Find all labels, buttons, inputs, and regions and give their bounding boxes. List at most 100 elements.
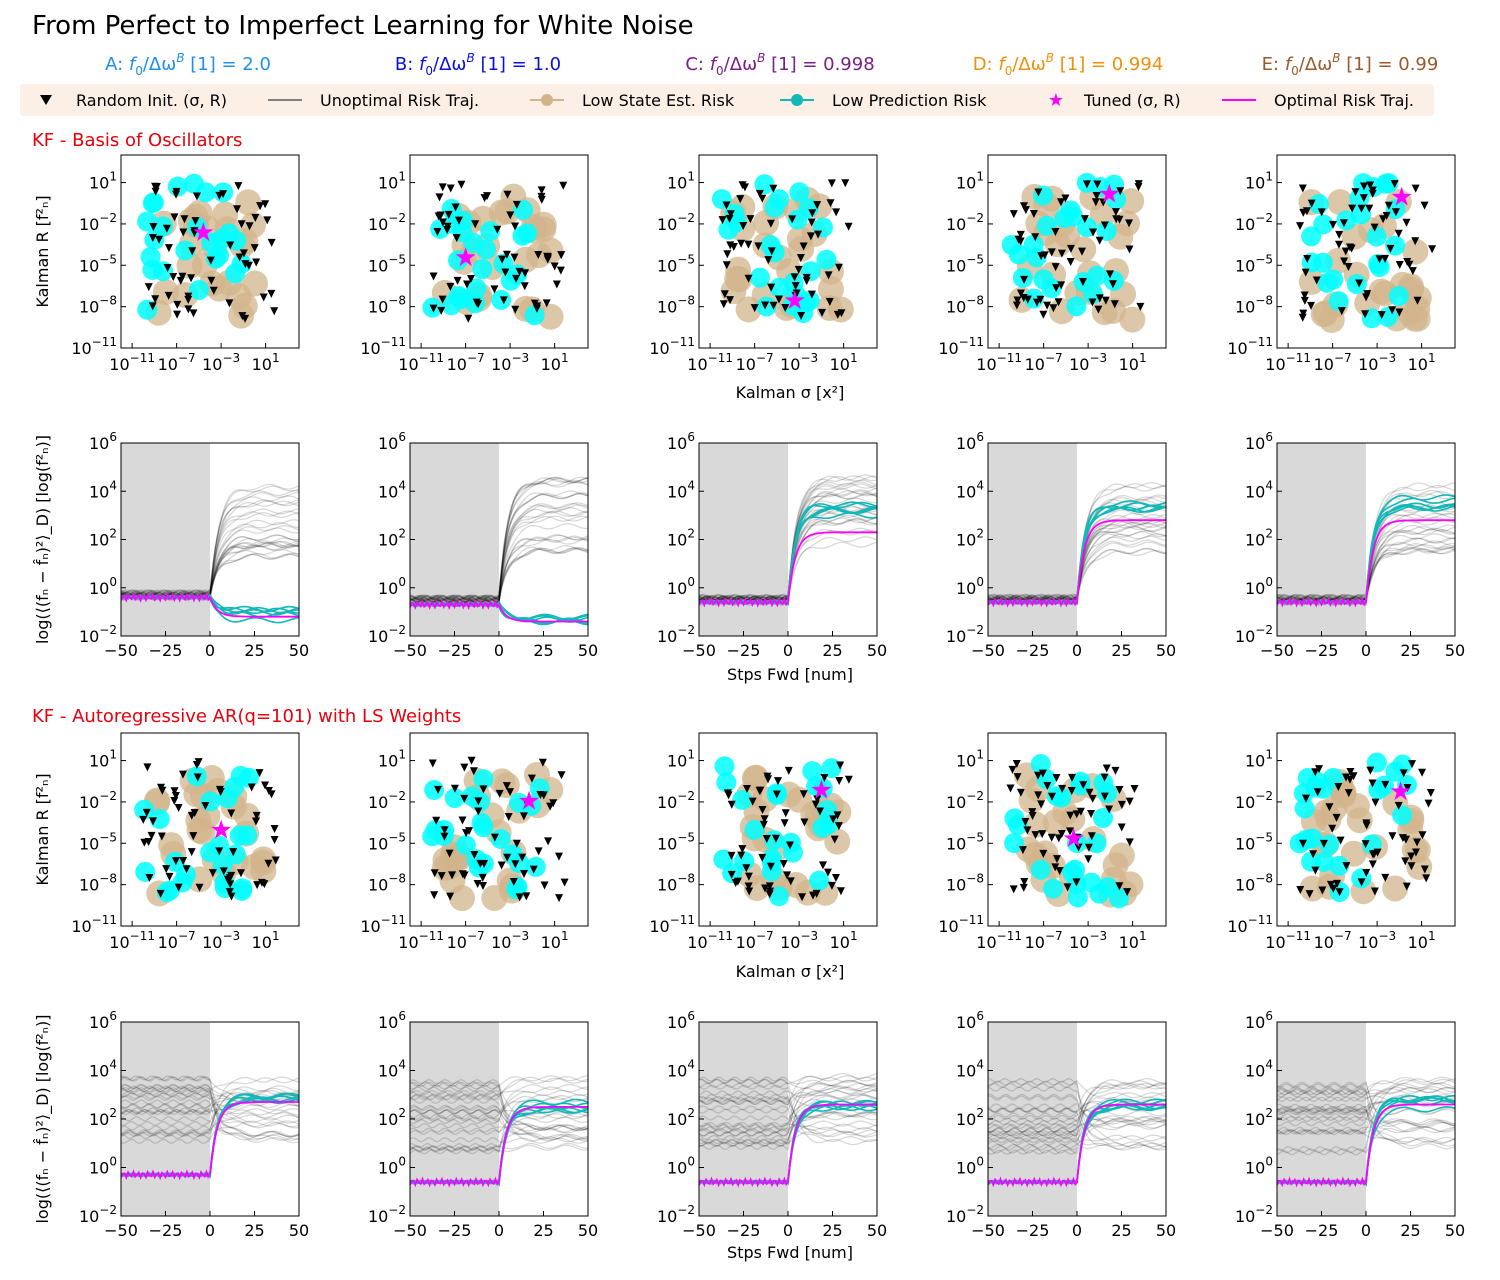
random-init-marker bbox=[1344, 263, 1353, 272]
legend-label: Unoptimal Risk Traj. bbox=[320, 91, 479, 110]
y-tick-label: 104 bbox=[956, 1058, 984, 1081]
low-prediction-risk-marker bbox=[821, 758, 842, 779]
random-init-marker bbox=[238, 312, 247, 321]
y-tick-label: 106 bbox=[667, 430, 695, 453]
x-tick-label: 10−11 bbox=[976, 351, 1022, 374]
random-init-marker bbox=[527, 774, 536, 783]
random-init-marker bbox=[1016, 788, 1025, 797]
unoptimal-traj bbox=[410, 1075, 588, 1087]
random-init-marker bbox=[164, 291, 173, 300]
random-init-marker bbox=[1102, 764, 1111, 773]
y-tick-label: 10−2 bbox=[1235, 1203, 1273, 1226]
random-init-marker bbox=[1108, 280, 1117, 289]
low-prediction-risk-marker bbox=[466, 278, 487, 299]
random-init-marker bbox=[823, 868, 832, 877]
random-init-marker bbox=[493, 225, 502, 234]
y-tick-label: 104 bbox=[667, 1058, 695, 1081]
random-init-marker bbox=[437, 872, 446, 881]
random-init-marker bbox=[173, 310, 182, 319]
low-prediction-risk-marker bbox=[1378, 172, 1399, 193]
x-tick-label: 101 bbox=[252, 929, 280, 952]
random-init-marker bbox=[790, 273, 799, 282]
random-init-marker bbox=[171, 857, 180, 866]
low-prediction-risk-marker bbox=[472, 259, 493, 280]
y-tick-label: 100 bbox=[956, 1155, 984, 1178]
random-init-marker bbox=[170, 213, 179, 222]
y-tick-label: 10−2 bbox=[79, 623, 117, 646]
random-init-marker bbox=[1043, 301, 1052, 310]
unoptimal-traj bbox=[1277, 1082, 1455, 1156]
x-tick-label: 0 bbox=[205, 641, 215, 660]
random-init-marker bbox=[234, 182, 243, 191]
unoptimal-traj bbox=[988, 1082, 1166, 1147]
random-init-marker bbox=[835, 776, 844, 785]
random-init-marker bbox=[143, 763, 152, 772]
x-tick-label: 101 bbox=[541, 929, 569, 952]
low-prediction-risk-marker bbox=[1293, 783, 1314, 804]
random-init-marker bbox=[827, 179, 836, 188]
y-tick-label: 101 bbox=[378, 748, 406, 771]
y-tick-label: 10−8 bbox=[1235, 872, 1273, 895]
random-init-marker bbox=[755, 786, 764, 795]
random-init-marker bbox=[1012, 301, 1021, 310]
low-prediction-risk-marker bbox=[1082, 283, 1103, 304]
unoptimal-traj bbox=[699, 1097, 877, 1121]
low-prediction-risk-marker bbox=[1061, 862, 1082, 883]
random-init-marker bbox=[1345, 775, 1354, 784]
random-init-marker bbox=[1116, 187, 1125, 196]
y-tick-label: 10−5 bbox=[657, 252, 695, 275]
random-init-marker bbox=[1023, 826, 1032, 835]
x-tick-label: 50 bbox=[1156, 641, 1176, 660]
random-init-marker bbox=[560, 878, 569, 887]
random-init-marker bbox=[1329, 220, 1338, 229]
axes-frame bbox=[120, 154, 300, 349]
x-tick-label: 0 bbox=[783, 1221, 793, 1240]
x-tick-label: 0 bbox=[1361, 1221, 1371, 1240]
random-init-marker bbox=[460, 871, 469, 880]
random-init-marker bbox=[1305, 890, 1314, 899]
random-init-marker bbox=[1058, 784, 1067, 793]
random-init-marker bbox=[1047, 248, 1056, 257]
random-init-marker bbox=[1091, 198, 1100, 207]
low-prediction-risk-marker bbox=[1023, 288, 1044, 309]
random-init-marker bbox=[267, 790, 276, 799]
random-init-marker bbox=[1038, 769, 1047, 778]
random-init-marker bbox=[445, 849, 454, 858]
unoptimal-traj bbox=[121, 1091, 299, 1121]
random-init-marker bbox=[180, 215, 189, 224]
x-tick-label: 10−7 bbox=[736, 351, 774, 374]
random-init-marker bbox=[763, 772, 772, 781]
low-prediction-risk-marker bbox=[1030, 753, 1051, 774]
optimal-traj bbox=[1277, 1103, 1455, 1188]
random-init-marker bbox=[552, 280, 561, 289]
x-tick-label: 50 bbox=[289, 641, 309, 660]
unoptimal-traj bbox=[410, 1124, 588, 1151]
low-prediction-risk-marker bbox=[1004, 833, 1025, 854]
random-init-marker bbox=[148, 234, 157, 243]
random-init-marker bbox=[1093, 180, 1102, 189]
random-init-marker bbox=[1422, 874, 1431, 883]
y-tick-label: 102 bbox=[378, 527, 406, 550]
random-init-marker bbox=[1020, 877, 1029, 886]
x-tick-label: 10−3 bbox=[491, 351, 529, 374]
unoptimal-traj bbox=[699, 1082, 877, 1089]
unoptimal-traj bbox=[410, 476, 588, 602]
random-init-marker bbox=[498, 255, 507, 264]
unoptimal-traj bbox=[410, 1089, 588, 1142]
x-tick-label: 10−11 bbox=[398, 929, 444, 952]
x-tick-label: 101 bbox=[830, 929, 858, 952]
random-init-marker bbox=[148, 302, 157, 311]
unoptimal-traj bbox=[699, 1090, 877, 1099]
unoptimal-traj bbox=[121, 1089, 299, 1138]
low-prediction-risk-marker bbox=[749, 267, 770, 288]
random-init-marker bbox=[1084, 843, 1093, 852]
random-init-marker bbox=[813, 795, 822, 804]
axes-frame bbox=[1276, 732, 1456, 927]
random-init-marker bbox=[184, 292, 193, 301]
low-prediction-risk-marker bbox=[200, 791, 221, 812]
random-init-marker bbox=[742, 864, 751, 873]
random-init-marker bbox=[816, 807, 825, 816]
unoptimal-traj bbox=[121, 534, 299, 595]
unoptimal-traj bbox=[121, 1087, 299, 1101]
random-init-marker bbox=[145, 873, 154, 882]
